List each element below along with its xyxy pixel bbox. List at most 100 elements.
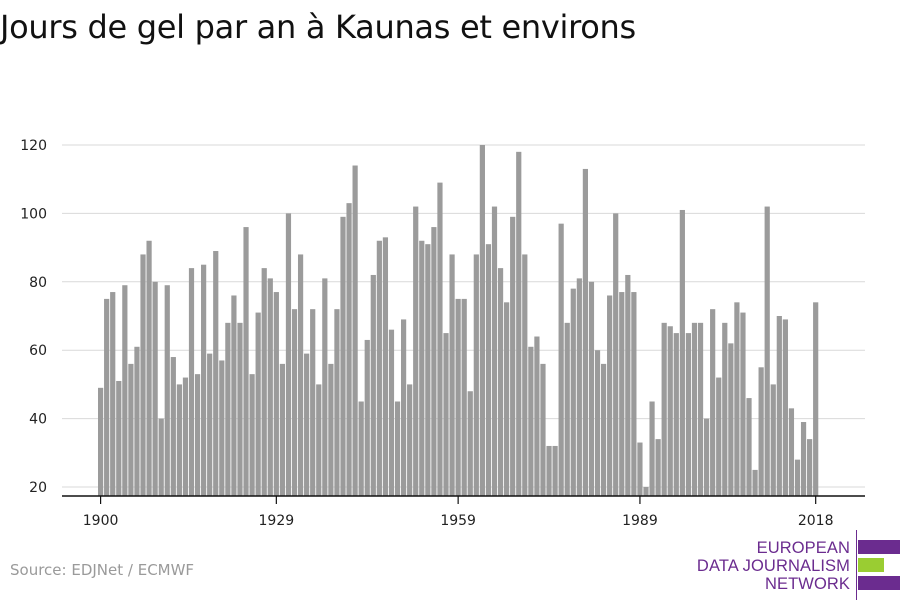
- bar-1912[interactable]: [170, 357, 176, 496]
- bar-1926[interactable]: [255, 312, 261, 496]
- bar-1956[interactable]: [437, 182, 443, 496]
- bar-1984[interactable]: [607, 295, 613, 496]
- bar-1936[interactable]: [316, 384, 322, 496]
- bar-2016[interactable]: [800, 422, 807, 496]
- bar-1949[interactable]: [394, 401, 401, 497]
- bar-1996[interactable]: [679, 209, 685, 497]
- bar-1976[interactable]: [558, 223, 564, 496]
- bar-1963[interactable]: [479, 145, 485, 496]
- bar-1994[interactable]: [667, 326, 673, 496]
- bar-2005[interactable]: [734, 302, 740, 496]
- bar-1989[interactable]: [637, 442, 643, 496]
- bar-2004[interactable]: [728, 343, 734, 496]
- bar-1935[interactable]: [310, 309, 316, 496]
- bar-1961[interactable]: [467, 391, 473, 496]
- bar-1986[interactable]: [619, 292, 625, 496]
- bar-1978[interactable]: [570, 288, 576, 496]
- bar-1987[interactable]: [625, 274, 631, 496]
- bar-1911[interactable]: [164, 285, 170, 496]
- bar-1952[interactable]: [413, 206, 419, 496]
- bar-2018[interactable]: [813, 302, 819, 496]
- bar-1960[interactable]: [461, 298, 467, 496]
- bar-1947[interactable]: [382, 237, 389, 496]
- bar-1908[interactable]: [146, 240, 152, 496]
- bar-1909[interactable]: [152, 281, 158, 496]
- bar-1950[interactable]: [401, 319, 407, 496]
- bar-1904[interactable]: [122, 285, 128, 496]
- bar-1913[interactable]: [176, 384, 182, 496]
- bar-2013[interactable]: [782, 319, 788, 496]
- bar-1915[interactable]: [188, 268, 195, 496]
- bar-2007[interactable]: [746, 398, 752, 496]
- bar-1937[interactable]: [322, 278, 328, 496]
- bar-1903[interactable]: [116, 380, 122, 496]
- bar-1973[interactable]: [540, 363, 546, 496]
- bar-1914[interactable]: [182, 377, 189, 496]
- bar-1969[interactable]: [516, 151, 522, 496]
- bar-1944[interactable]: [364, 339, 370, 496]
- bar-2002[interactable]: [716, 377, 722, 496]
- bar-1920[interactable]: [219, 360, 225, 496]
- bar-1921[interactable]: [225, 322, 231, 496]
- bar-1993[interactable]: [661, 322, 667, 496]
- bar-1965[interactable]: [491, 206, 498, 496]
- bar-1991[interactable]: [649, 401, 655, 497]
- bar-2012[interactable]: [776, 316, 782, 496]
- bar-2001[interactable]: [710, 309, 716, 496]
- bar-1955[interactable]: [431, 227, 437, 496]
- bar-1927[interactable]: [261, 268, 267, 496]
- bar-1929[interactable]: [273, 292, 279, 496]
- bar-1906[interactable]: [134, 346, 140, 496]
- bar-2000[interactable]: [704, 418, 710, 496]
- bar-1957[interactable]: [443, 333, 449, 496]
- bar-1946[interactable]: [376, 240, 382, 496]
- bar-1930[interactable]: [279, 363, 285, 496]
- bar-1943[interactable]: [358, 401, 364, 497]
- bar-1907[interactable]: [140, 254, 146, 496]
- bar-1962[interactable]: [473, 254, 479, 496]
- bar-1934[interactable]: [304, 353, 310, 496]
- edjnet-logo[interactable]: EUROPEAN DATA JOURNALISM NETWORK: [697, 530, 900, 600]
- bar-1902[interactable]: [110, 292, 116, 496]
- bar-1990[interactable]: [643, 487, 649, 496]
- bar-1953[interactable]: [419, 240, 425, 496]
- bar-1924[interactable]: [243, 227, 249, 496]
- bar-1959[interactable]: [455, 298, 461, 496]
- bar-1971[interactable]: [528, 346, 534, 496]
- bar-2015[interactable]: [794, 459, 801, 496]
- bar-1900[interactable]: [98, 387, 104, 496]
- bar-1941[interactable]: [346, 203, 352, 496]
- bar-1979[interactable]: [576, 278, 582, 496]
- bar-1948[interactable]: [388, 329, 395, 496]
- bar-1974[interactable]: [546, 445, 552, 496]
- bar-2014[interactable]: [788, 408, 795, 496]
- bar-1972[interactable]: [534, 336, 540, 496]
- bar-1998[interactable]: [691, 322, 698, 496]
- bar-1905[interactable]: [128, 363, 134, 496]
- bar-1981[interactable]: [588, 281, 595, 496]
- bar-2003[interactable]: [722, 322, 728, 496]
- bar-1901[interactable]: [104, 298, 110, 496]
- bar-1992[interactable]: [655, 439, 661, 496]
- bar-1945[interactable]: [370, 274, 376, 496]
- bar-1966[interactable]: [497, 268, 504, 496]
- bar-1933[interactable]: [297, 254, 304, 496]
- bar-1938[interactable]: [328, 363, 334, 496]
- bar-1968[interactable]: [510, 216, 516, 496]
- bar-2008[interactable]: [752, 469, 758, 496]
- bar-1967[interactable]: [504, 302, 510, 496]
- bar-1975[interactable]: [552, 445, 558, 496]
- bar-1922[interactable]: [231, 295, 237, 496]
- bar-1932[interactable]: [291, 309, 298, 496]
- bar-2010[interactable]: [764, 206, 770, 496]
- bar-2011[interactable]: [770, 384, 776, 496]
- bar-1931[interactable]: [285, 213, 292, 496]
- bar-1951[interactable]: [407, 384, 413, 496]
- bar-1954[interactable]: [425, 244, 431, 496]
- bar-1910[interactable]: [158, 418, 164, 496]
- bar-1925[interactable]: [249, 374, 255, 496]
- bar-1980[interactable]: [582, 168, 588, 496]
- bar-1988[interactable]: [631, 292, 637, 496]
- bar-1918[interactable]: [207, 353, 213, 496]
- bar-1940[interactable]: [340, 216, 346, 496]
